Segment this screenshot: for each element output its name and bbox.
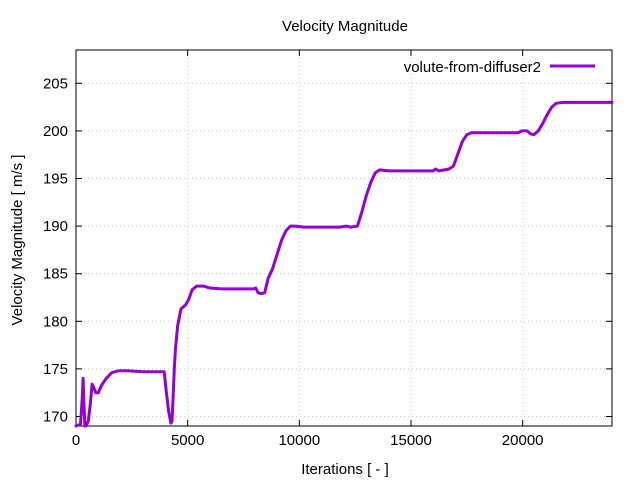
- y-tick-label: 185: [43, 266, 68, 283]
- x-tick-label: 15000: [390, 432, 432, 449]
- x-tick-label: 0: [72, 432, 80, 449]
- y-tick-label: 190: [43, 218, 68, 235]
- y-tick-label: 200: [43, 123, 68, 140]
- legend-label-volute-from-diffuser2: volute-from-diffuser2: [404, 59, 541, 76]
- plot-frame: [75, 49, 613, 427]
- y-tick-label: 205: [43, 75, 68, 92]
- x-tick-label: 20000: [502, 432, 544, 449]
- y-tick-label: 195: [43, 171, 68, 188]
- y-tick-label: 180: [43, 313, 68, 330]
- x-tick-label: 5000: [171, 432, 204, 449]
- series-layer: [74, 100, 614, 428]
- axis-ticks: 0 5000 10000 15000 20000 170 175 180 185 190 195 20…: [43, 50, 612, 449]
- y-tick-label: 175: [43, 361, 68, 378]
- grid-lines: [76, 50, 612, 426]
- legend: volute-from-diffuser2: [404, 59, 595, 76]
- y-tick-label: 170: [43, 408, 68, 425]
- y-axis-label: Velocity Magnitude [ m/s ]: [9, 155, 26, 326]
- x-axis-label: Iterations [ - ]: [301, 461, 389, 478]
- x-tick-label: 10000: [278, 432, 320, 449]
- series-line-volute-from-diffuser2: [74, 100, 614, 428]
- chart-title: Velocity Magnitude: [282, 18, 408, 35]
